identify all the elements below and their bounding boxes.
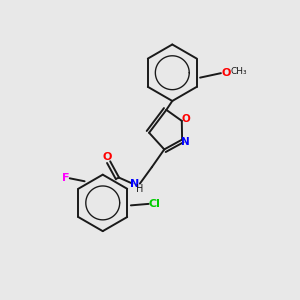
Text: O: O: [222, 68, 231, 78]
Text: CH₃: CH₃: [231, 67, 247, 76]
Text: N: N: [130, 179, 139, 190]
Text: F: F: [61, 173, 69, 183]
Text: Cl: Cl: [148, 199, 160, 209]
Text: H: H: [136, 184, 143, 194]
Text: O: O: [103, 152, 112, 162]
Text: O: O: [182, 114, 190, 124]
Text: N: N: [181, 137, 190, 147]
